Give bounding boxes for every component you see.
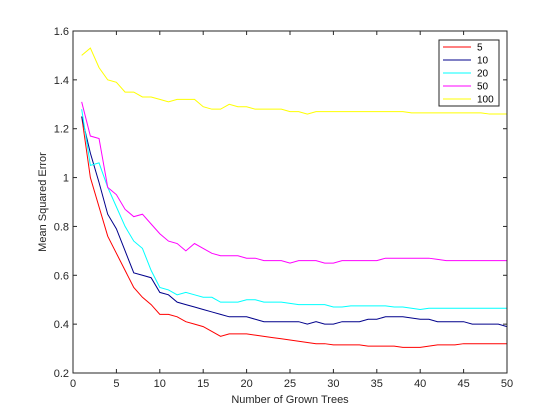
x-tick-label: 5: [113, 378, 119, 390]
legend-items: 5 10 20 50 100: [443, 43, 494, 106]
y-tick-label: 0.4: [54, 319, 69, 331]
legend-label-100: 100: [477, 95, 494, 106]
plot-background: [73, 31, 507, 373]
y-tick-label: 0.2: [54, 368, 69, 380]
legend-label-5: 5: [477, 43, 483, 54]
series-line-100: [81, 47, 507, 115]
x-axis-ticks: 0 5 10 15 20 25 30 35 40 45 50: [70, 31, 513, 390]
y-tick-label: 0.6: [54, 270, 69, 282]
legend-label-10: 10: [477, 56, 489, 67]
y-tick-label: 1: [63, 173, 69, 185]
x-tick-label: 40: [414, 378, 426, 390]
plot-area: [73, 31, 507, 373]
legend-label-50: 50: [477, 82, 489, 93]
x-tick-label: 0: [70, 378, 76, 390]
y-tick-label: 1.4: [54, 75, 69, 87]
series-line-5: [81, 116, 507, 348]
y-tick-label: 0.8: [54, 221, 69, 233]
series-line-50: [81, 101, 507, 264]
x-axis-label: Number of Grown Trees: [231, 394, 349, 406]
x-tick-label: 10: [154, 378, 166, 390]
x-tick-label: 15: [197, 378, 209, 390]
series-line-10: [81, 116, 508, 328]
y-axis-ticks: 0.2 0.4 0.6 0.8 1 1.2 1.4 1.6: [54, 26, 507, 380]
y-tick-label: 1.6: [54, 26, 69, 38]
x-tick-label: 30: [327, 378, 339, 390]
x-tick-label: 25: [284, 378, 296, 390]
x-tick-label: 50: [501, 378, 513, 390]
y-tick-label: 1.2: [54, 124, 69, 136]
x-tick-label: 45: [457, 378, 469, 390]
series-group: [81, 47, 508, 348]
x-tick-label: 20: [240, 378, 252, 390]
series-line-20: [81, 109, 507, 310]
legend: 5 10 20 50 100: [438, 39, 500, 107]
x-tick-label: 35: [371, 378, 383, 390]
legend-label-20: 20: [477, 69, 489, 80]
y-axis-label: Mean Squared Error: [37, 152, 49, 252]
